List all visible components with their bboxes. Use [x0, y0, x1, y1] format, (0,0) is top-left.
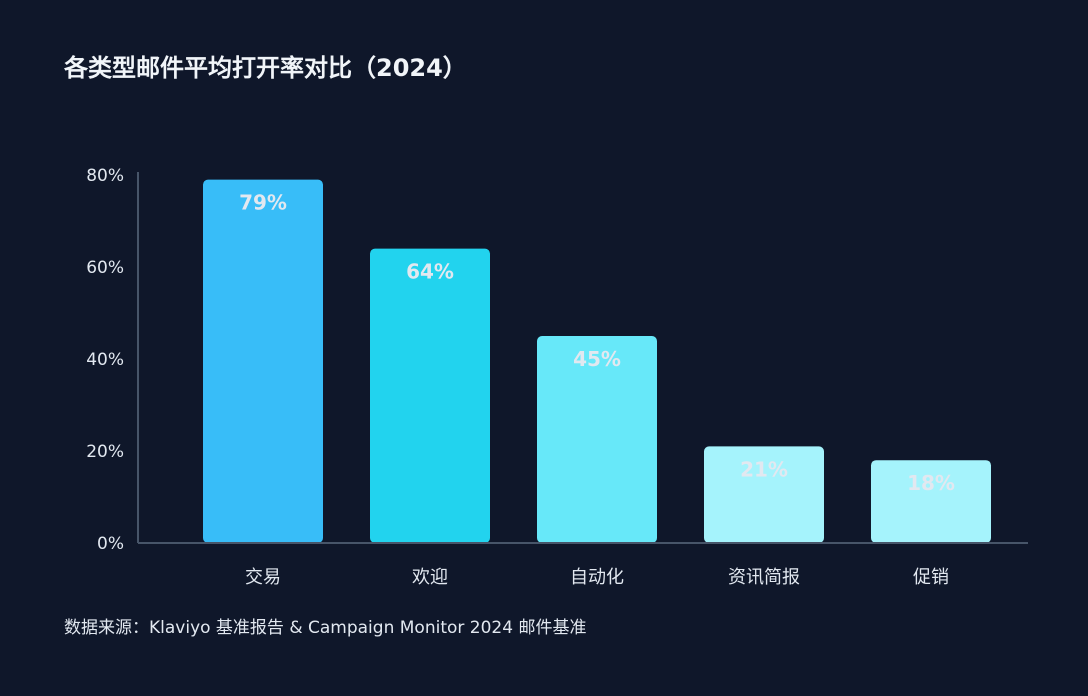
- chart-title: 各类型邮件平均打开率对比（2024）: [64, 54, 467, 82]
- y-tick-label: 40%: [86, 350, 124, 370]
- y-tick-label: 80%: [86, 166, 124, 186]
- x-category-label: 自动化: [570, 567, 624, 588]
- x-category-label: 资讯简报: [728, 567, 800, 588]
- bar-2: [370, 248, 490, 543]
- x-category-label: 促销: [913, 567, 949, 588]
- bar-value-label: 21%: [740, 457, 788, 481]
- y-tick-label: 0%: [97, 534, 124, 554]
- bar-1: [203, 179, 323, 543]
- bar-value-label: 45%: [573, 347, 621, 371]
- y-tick-label: 60%: [86, 258, 124, 278]
- bar-value-label: 64%: [406, 260, 454, 284]
- bar-value-label: 18%: [907, 471, 955, 495]
- bar-value-label: 79%: [239, 191, 287, 215]
- x-category-label: 交易: [245, 567, 281, 588]
- y-tick-label: 20%: [86, 442, 124, 462]
- bar-5: [871, 460, 991, 543]
- x-category-label: 欢迎: [412, 567, 448, 588]
- bar-4: [704, 446, 824, 543]
- bar-3: [537, 336, 657, 543]
- data-source-note: 数据来源：Klaviyo 基准报告 & Campaign Monitor 202…: [64, 618, 587, 638]
